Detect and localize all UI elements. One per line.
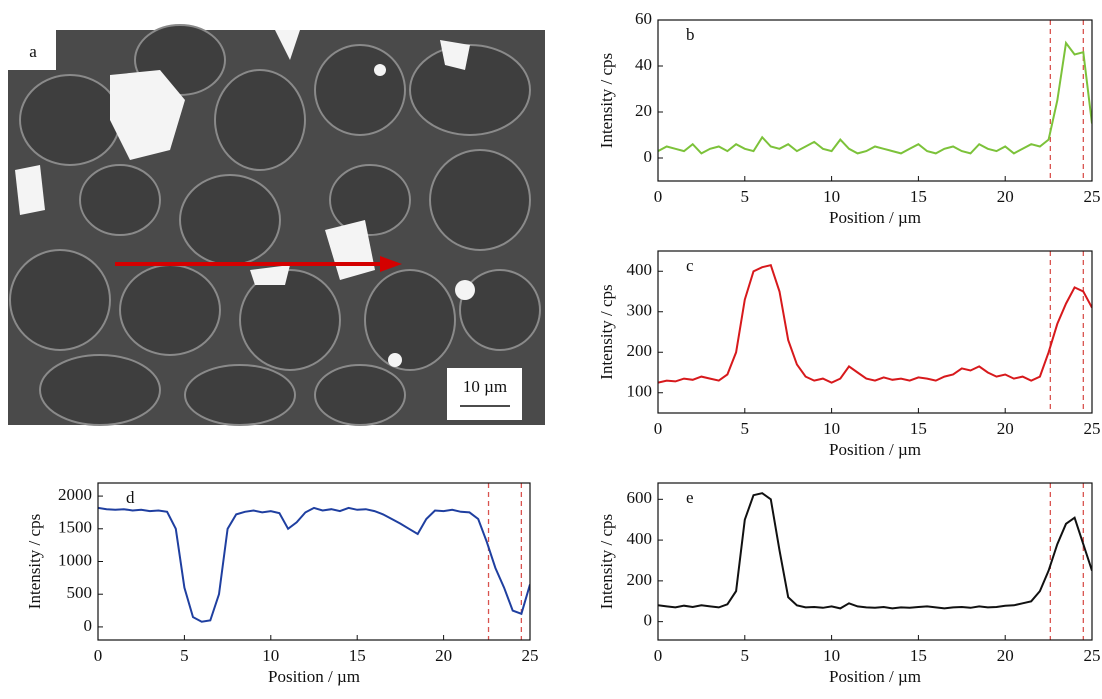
x-tick-label: 0: [654, 419, 663, 438]
y-tick-label: 0: [84, 616, 93, 635]
scale-box: [447, 368, 522, 420]
x-tick-label: 20: [997, 646, 1014, 665]
y-tick-label: 0: [644, 147, 653, 166]
arrow-head: [380, 256, 402, 272]
x-tick-label: 20: [997, 419, 1014, 438]
x-tick-label: 0: [654, 187, 663, 206]
x-axis-label: Position / µm: [829, 440, 921, 459]
x-tick-label: 10: [823, 187, 840, 206]
y-tick-label: 2000: [58, 485, 92, 504]
x-tick-label: 25: [1084, 419, 1101, 438]
data-line: [658, 264, 1092, 384]
x-tick-label: 15: [910, 646, 927, 665]
data-line: [658, 40, 1092, 155]
x-axis-label: Position / µm: [829, 208, 921, 227]
y-tick-label: 0: [644, 611, 653, 630]
plot-frame: [657, 19, 1093, 182]
x-tick-label: 25: [522, 646, 539, 665]
y-tick-label: 1000: [58, 550, 92, 569]
plot-area: [98, 483, 530, 640]
x-tick-label: 10: [262, 646, 279, 665]
x-tick-label: 15: [910, 419, 927, 438]
y-tick-label: 20: [635, 101, 652, 120]
label-box: [8, 30, 56, 70]
data-line: [98, 506, 530, 623]
y-tick-label: 400: [627, 529, 653, 548]
x-axis-label: Position / µm: [829, 667, 921, 686]
panel-label: d: [126, 488, 135, 507]
y-axis-label: Intensity / cps: [597, 514, 616, 609]
x-tick-label: 5: [180, 646, 189, 665]
y-tick-label: 300: [627, 301, 653, 320]
x-tick-label: 25: [1084, 187, 1101, 206]
y-tick-label: 40: [635, 55, 652, 74]
panel-label: a: [29, 42, 37, 61]
y-tick-label: 200: [627, 570, 653, 589]
chart: 0 5 10 15 20 25 0 500 1000 1500 2000 d Position / µm…: [25, 482, 539, 686]
x-tick-label: 5: [741, 646, 750, 665]
y-axis-label: Intensity / cps: [597, 53, 616, 148]
y-tick-label: 400: [627, 260, 653, 279]
plot-frame: [657, 482, 1093, 641]
y-tick-label: 1500: [58, 518, 92, 537]
chart: 0 5 10 15 20 25 0 20 40 60 b Position / µm Intensity…: [597, 9, 1101, 227]
x-tick-label: 20: [435, 646, 452, 665]
plot-frame: [657, 250, 1093, 414]
plot-area: [658, 20, 1092, 181]
x-tick-label: 10: [823, 646, 840, 665]
panel-label: b: [686, 25, 695, 44]
x-tick-label: 5: [741, 187, 750, 206]
x-tick-label: 0: [94, 646, 103, 665]
scale-bar-label: 10 µm: [463, 377, 507, 396]
x-tick-label: 5: [741, 419, 750, 438]
y-tick-label: 600: [627, 488, 653, 507]
data-line: [658, 492, 1092, 610]
x-tick-label: 20: [997, 187, 1014, 206]
x-tick-label: 15: [349, 646, 366, 665]
plot-frame: [97, 482, 531, 641]
y-axis-label: Intensity / cps: [597, 284, 616, 379]
grains: [9, 24, 541, 426]
y-tick-label: 60: [635, 9, 652, 28]
y-tick-label: 200: [627, 341, 653, 360]
panel-label: e: [686, 488, 694, 507]
plot-area: [658, 251, 1092, 413]
sem-image: a 10 µm: [8, 24, 545, 426]
y-tick-label: 100: [627, 382, 653, 401]
x-tick-label: 10: [823, 419, 840, 438]
panel-label: c: [686, 256, 694, 275]
y-tick-label: 500: [67, 583, 93, 602]
x-axis-label: Position / µm: [268, 667, 360, 686]
x-tick-label: 25: [1084, 646, 1101, 665]
x-tick-label: 0: [654, 646, 663, 665]
chart: 0 5 10 15 20 25 100 200 300 400 c Position / µm Inte…: [597, 250, 1101, 459]
plot-area: [658, 483, 1092, 640]
y-axis-label: Intensity / cps: [25, 514, 44, 609]
chart: 0 5 10 15 20 25 0 200 400 600 e Position / µm Intens…: [597, 482, 1101, 686]
x-tick-label: 15: [910, 187, 927, 206]
